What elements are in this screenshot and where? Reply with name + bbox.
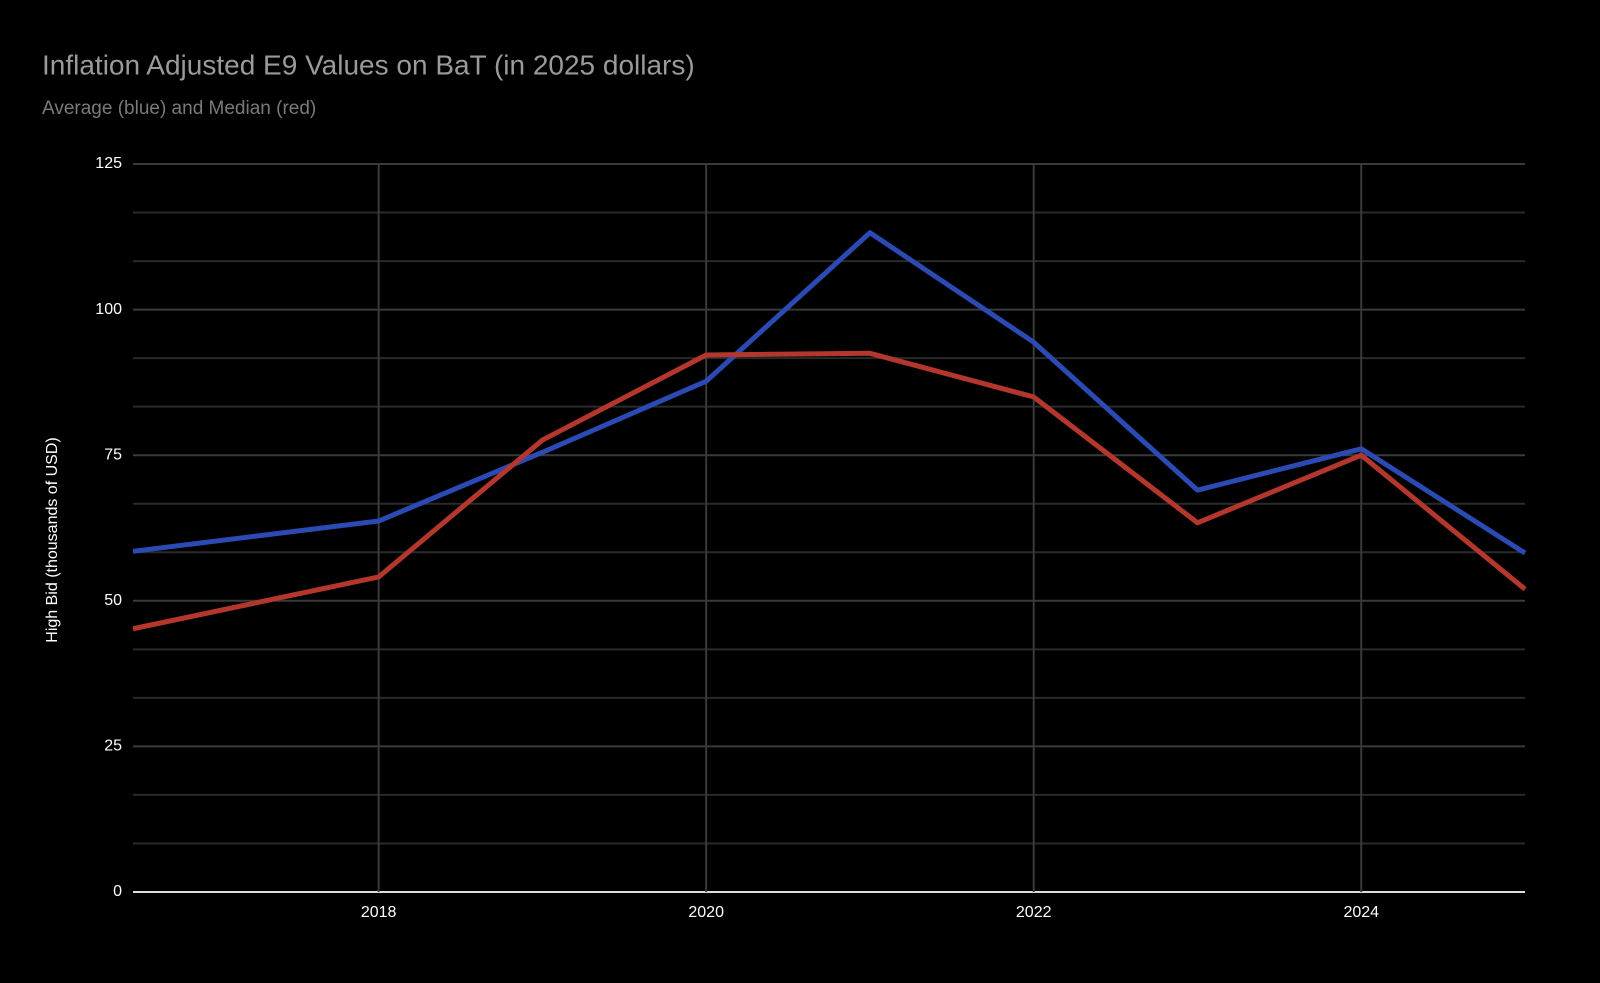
x-tick-label: 2018 [361,904,397,921]
y-tick-label: 75 [104,446,122,463]
chart-title: Inflation Adjusted E9 Values on BaT (in … [42,49,695,80]
x-tick-label: 2020 [688,904,724,921]
chart-subtitle: Average (blue) and Median (red) [42,98,316,119]
y-tick-label: 0 [113,883,122,900]
y-tick-label: 100 [95,301,122,318]
data-line [132,350,1527,632]
y-tick-label: 125 [95,155,122,172]
y-tick-label: 50 [104,592,122,609]
y-tick-label: 25 [104,738,122,755]
x-tick-label: 2022 [1016,904,1052,921]
y-axis-label: High Bid (thousands of USD) [44,437,61,642]
data-line [132,230,1527,556]
x-tick-label: 2024 [1343,904,1379,921]
